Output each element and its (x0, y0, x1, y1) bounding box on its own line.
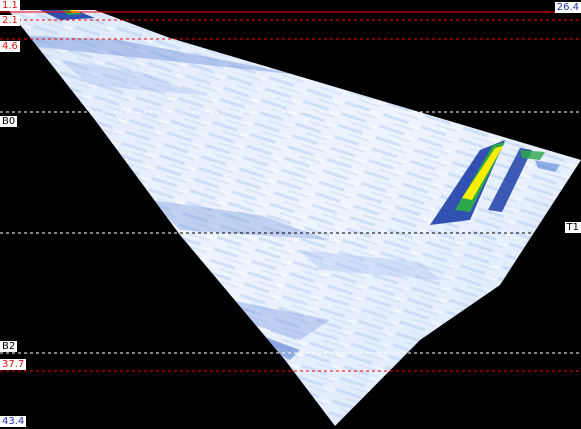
scale-bottom-value: 43.4 (0, 416, 27, 427)
cursor-label-1-1[interactable]: 1.1 (0, 0, 20, 11)
cursor-label-2-1[interactable]: 2.1 (0, 15, 20, 26)
cursor-label-37-7[interactable]: 37.7 (0, 359, 27, 370)
scale-top-value: 26.4 (554, 2, 581, 13)
cursor-label-4-6[interactable]: 4.6 (0, 41, 20, 52)
cursor-label-b2[interactable]: B2 (0, 341, 18, 352)
cursor-label-t1[interactable]: T1 (564, 222, 581, 233)
cursor-label-b0[interactable]: B0 (0, 116, 18, 127)
